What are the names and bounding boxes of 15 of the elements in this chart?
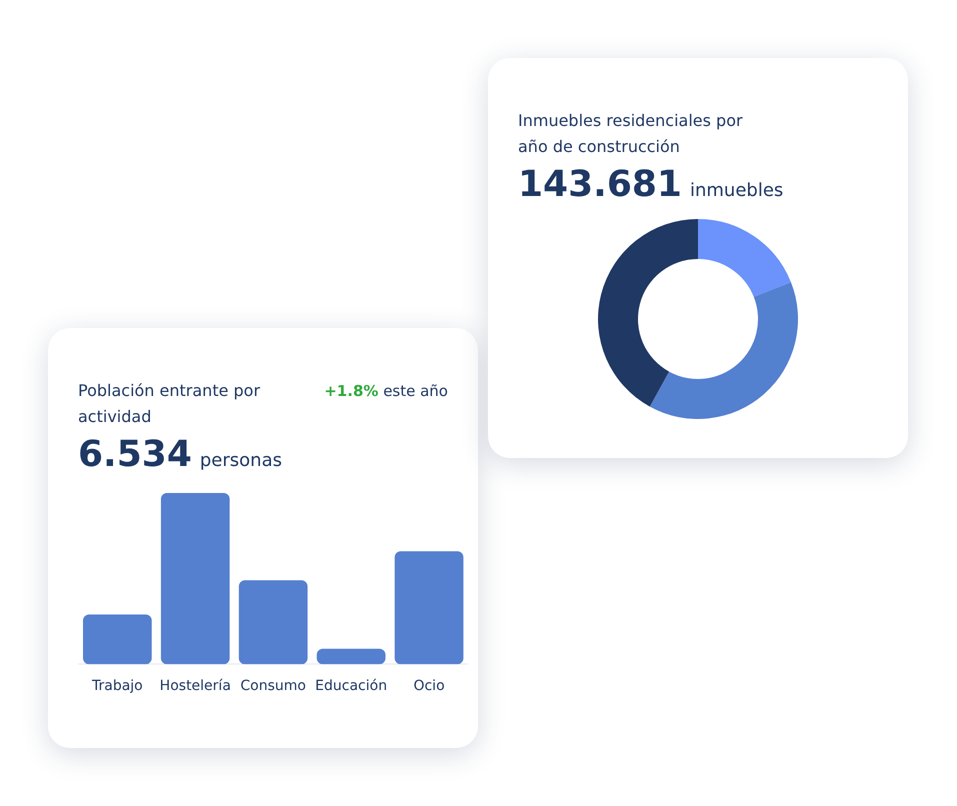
bar (316, 648, 386, 664)
bar (83, 614, 152, 664)
chart-title: Población entrante por actividad (78, 380, 262, 428)
x-tick-label: Trabajo (91, 678, 143, 694)
x-tick-label: Ocio (413, 678, 445, 694)
chart-subtitle: 6.534 personas (78, 434, 282, 475)
x-tick-label: Consumo (240, 678, 306, 694)
text: +1.8% este año (324, 382, 448, 400)
bar (238, 580, 308, 664)
x-tick-label: Hostelería (160, 678, 231, 694)
chart-subtitle: 143.681 inmuebles (518, 164, 784, 205)
bar (160, 493, 230, 664)
x-tick-label: Educación (315, 678, 388, 694)
bar (394, 551, 464, 664)
chart-title: Inmuebles residenciales por año de construcción (518, 110, 744, 158)
